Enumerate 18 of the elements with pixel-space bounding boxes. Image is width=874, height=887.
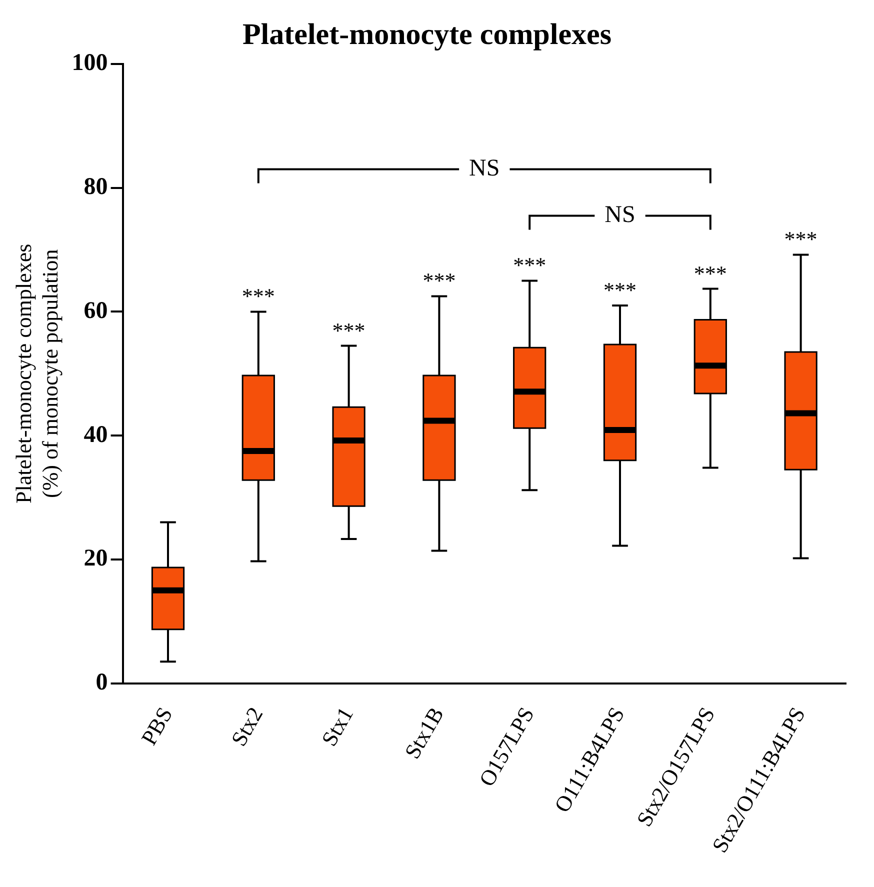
y-tick-label: 60 [84,298,108,324]
annotation: *** [332,318,366,343]
y-tick-label: 80 [84,174,108,200]
chart-title: Platelet-monocyte complexes [242,18,612,51]
y-axis-title: Platelet-monocyte complexes (%) of monocyte population [10,244,62,504]
x-tick-label: Stx1 [316,702,358,750]
annotation: *** [513,252,546,278]
annotation: *** [422,268,456,294]
annotation: *** [242,284,275,309]
y-tick-label: 0 [96,669,108,696]
annotation: NS [469,156,500,182]
annotation: *** [784,226,818,252]
annotation: NS [604,202,636,228]
y-tick-label: 100 [72,50,108,76]
annotation: *** [694,260,727,286]
y-tick-label: 40 [84,422,108,448]
y-tick-label: 20 [84,546,108,572]
annotation: *** [604,278,636,303]
